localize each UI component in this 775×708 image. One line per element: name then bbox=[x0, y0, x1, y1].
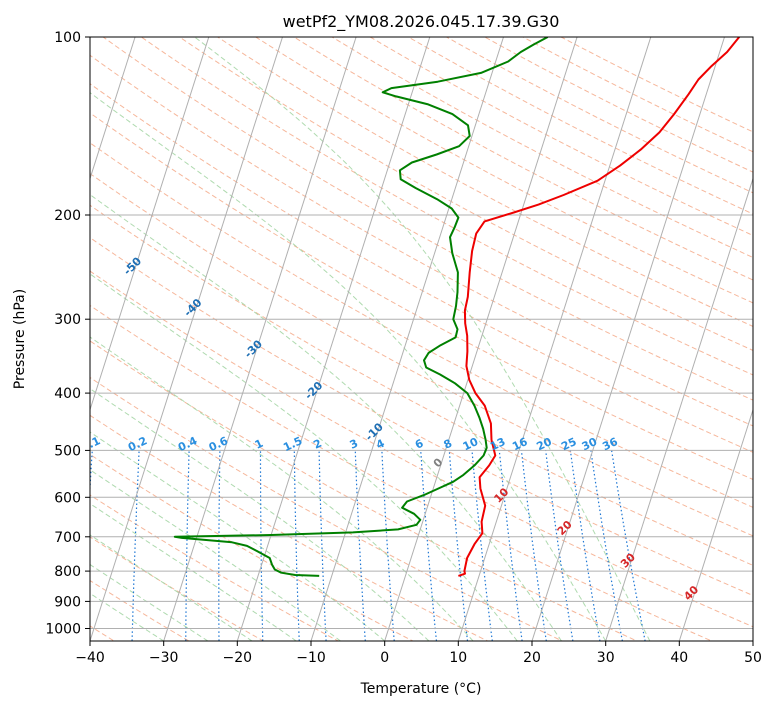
chart-title: wetPf2_YM08.2026.045.17.39.G30 bbox=[283, 12, 560, 32]
y-tick-label: 1000 bbox=[45, 622, 81, 638]
isotherm-line bbox=[90, 37, 210, 412]
plot-area bbox=[90, 37, 753, 641]
dry-adiabat-line bbox=[90, 414, 489, 641]
dry-adiabat-line bbox=[292, 37, 753, 281]
mixing-ratio-line bbox=[259, 450, 264, 641]
mixing-ratio-line bbox=[218, 450, 221, 641]
x-tick-label: −30 bbox=[149, 650, 179, 666]
moist-adiabat-line bbox=[90, 273, 518, 641]
dry-adiabat-line bbox=[90, 142, 753, 508]
mixing-ratio-line bbox=[131, 450, 140, 641]
moist-adiabat-line bbox=[90, 194, 562, 641]
moist-adiabat-line bbox=[90, 336, 474, 641]
moist-adiabats bbox=[90, 37, 651, 641]
x-tick-label: 30 bbox=[597, 650, 615, 666]
x-axis-ticks: −40 −30 −20 −10 0 10 20 30 40 50 bbox=[75, 641, 762, 666]
y-tick-label: 900 bbox=[54, 594, 81, 610]
dry-adiabat-line bbox=[90, 304, 713, 641]
isobar-gridlines bbox=[90, 214, 753, 629]
isotherm-label: -70 bbox=[0, 171, 23, 194]
moist-adiabat-line bbox=[90, 563, 209, 641]
mixing-ratio-labels: 0.1 0.2 0.4 0.6 1 1.5 2 3 4 6 8 10 13 16 20 25 30 36 bbox=[90, 434, 620, 454]
moist-adiabat-line bbox=[90, 388, 430, 641]
y-tick-label: 400 bbox=[54, 386, 81, 402]
mixing-ratio-label: 30 bbox=[580, 435, 600, 453]
y-axis-ticks: 100 200 300 400 500 600 700 800 900 1000 bbox=[45, 30, 90, 638]
x-tick-label: 20 bbox=[523, 650, 541, 666]
y-tick-label: 100 bbox=[54, 30, 81, 46]
x-tick-label: −10 bbox=[296, 650, 326, 666]
isotherm-line bbox=[531, 37, 726, 641]
mixing-ratio-label: 13 bbox=[488, 435, 507, 453]
isotherm-line bbox=[678, 408, 753, 641]
dry-adiabat-line bbox=[90, 270, 753, 628]
isotherm-line bbox=[457, 37, 652, 641]
dry-adiabat-line bbox=[90, 204, 753, 566]
dry-adiabat-line bbox=[216, 37, 753, 327]
dry-adiabat-line bbox=[90, 237, 753, 597]
mixing-ratio-line bbox=[420, 450, 438, 641]
isotherm-line bbox=[90, 37, 136, 181]
dewpoint-profile-line bbox=[173, 37, 549, 577]
y-tick-label: 700 bbox=[54, 530, 81, 546]
isotherm-line bbox=[90, 37, 284, 641]
mixing-ratio-label: 25 bbox=[559, 435, 578, 453]
isotherm-line bbox=[236, 37, 431, 641]
mixing-ratio-line bbox=[354, 450, 366, 641]
dry-adiabat-line bbox=[254, 37, 753, 304]
dry-adiabats bbox=[0, 24, 753, 653]
dry-adiabat-line bbox=[0, 24, 58, 653]
dry-adiabat-line bbox=[90, 83, 753, 453]
dry-adiabat-line bbox=[90, 54, 753, 427]
dry-adiabat-line bbox=[90, 376, 564, 641]
dry-adiabat-line bbox=[331, 37, 753, 259]
mixing-ratio-line bbox=[293, 450, 300, 641]
x-tick-label: 10 bbox=[449, 650, 467, 666]
moist-adiabat-line bbox=[90, 92, 607, 641]
moist-adiabat-line bbox=[90, 534, 253, 641]
y-axis-label: Pressure (hPa) bbox=[12, 289, 28, 389]
mixing-ratio-label: 20 bbox=[535, 435, 555, 453]
moist-adiabat-line bbox=[90, 502, 297, 641]
mixing-ratio-label: 36 bbox=[600, 435, 620, 453]
x-tick-label: 40 bbox=[670, 650, 688, 666]
mixing-ratio-line bbox=[318, 450, 327, 641]
plot-frame bbox=[89, 36, 754, 642]
mixing-ratio-label: 10 bbox=[461, 435, 481, 453]
isotherm-line bbox=[0, 24, 66, 653]
x-tick-label: 50 bbox=[744, 650, 762, 666]
mixing-ratio-line bbox=[185, 450, 190, 641]
mixing-ratio-line bbox=[381, 450, 395, 641]
moist-adiabat-line bbox=[90, 592, 164, 641]
y-tick-label: 200 bbox=[54, 208, 81, 224]
y-tick-label: 300 bbox=[54, 312, 81, 328]
dry-adiabat-line bbox=[90, 112, 753, 481]
dry-adiabat-line bbox=[140, 37, 753, 376]
mixing-ratio-label: 16 bbox=[510, 435, 530, 453]
temperature-profile-line bbox=[458, 37, 740, 577]
isotherm-line bbox=[163, 37, 357, 641]
isotherm-line bbox=[310, 37, 505, 641]
dry-adiabat-line bbox=[102, 37, 753, 401]
y-tick-label: 500 bbox=[54, 443, 81, 459]
dry-adiabat-line bbox=[369, 37, 753, 237]
isotherm-line bbox=[605, 176, 753, 641]
x-tick-label: −40 bbox=[75, 650, 105, 666]
isotherm-gridlines bbox=[0, 24, 753, 653]
x-axis-label: Temperature (°C) bbox=[360, 681, 482, 697]
isotherm-line bbox=[384, 37, 578, 641]
y-tick-label: 800 bbox=[54, 564, 81, 580]
x-tick-label: 0 bbox=[380, 650, 389, 666]
profile-lines bbox=[173, 37, 740, 577]
dry-adiabat-line bbox=[90, 453, 414, 641]
x-tick-label: −20 bbox=[223, 650, 253, 666]
dry-adiabat-line bbox=[90, 340, 639, 641]
y-tick-label: 600 bbox=[54, 490, 81, 506]
